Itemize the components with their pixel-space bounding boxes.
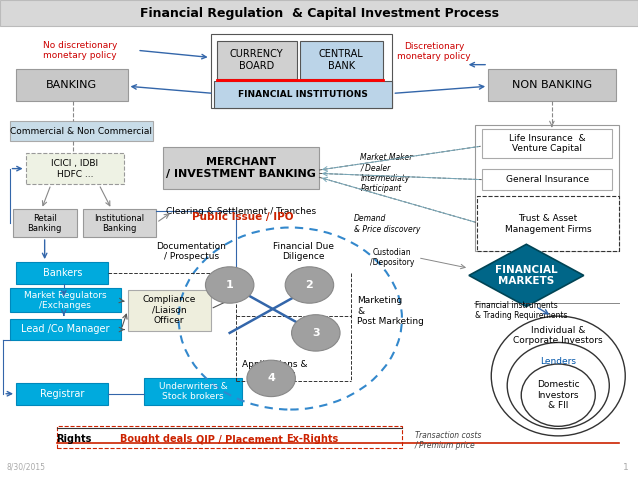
FancyBboxPatch shape [10, 288, 121, 312]
Text: Ex-Rights: Ex-Rights [286, 434, 339, 444]
FancyBboxPatch shape [144, 378, 242, 405]
FancyBboxPatch shape [300, 41, 383, 79]
Text: Compliance
/Liaison
Officer: Compliance /Liaison Officer [142, 295, 196, 325]
Text: 4: 4 [267, 374, 275, 383]
Text: Applications &
Allotment: Applications & Allotment [242, 360, 307, 379]
FancyBboxPatch shape [13, 209, 77, 237]
Ellipse shape [507, 342, 609, 429]
Text: Market Maker
/ Dealer
Intermediaty
Participant: Market Maker / Dealer Intermediaty Parti… [360, 153, 413, 194]
Text: Clearing & Settlement / Tranches: Clearing & Settlement / Tranches [166, 207, 316, 216]
Text: Rights: Rights [56, 434, 91, 444]
Text: Individual &
Corporate Investors: Individual & Corporate Investors [514, 326, 603, 345]
Text: 3: 3 [312, 328, 320, 338]
Text: Demand
& Price discovery: Demand & Price discovery [354, 215, 420, 234]
FancyBboxPatch shape [211, 34, 392, 108]
Text: Marketing
&
Post Marketing: Marketing & Post Marketing [357, 297, 424, 326]
Circle shape [292, 315, 340, 351]
Text: Custodian
/Depository: Custodian /Depository [370, 248, 415, 267]
Text: 1: 1 [623, 463, 628, 471]
FancyBboxPatch shape [217, 41, 297, 79]
FancyBboxPatch shape [83, 209, 156, 237]
FancyBboxPatch shape [214, 81, 392, 108]
Circle shape [285, 267, 334, 303]
Text: QIP / Placement: QIP / Placement [196, 434, 283, 444]
FancyBboxPatch shape [10, 121, 153, 141]
Text: Market Regulators
/Exchanges: Market Regulators /Exchanges [24, 291, 107, 310]
Text: FINANCIAL INSTITUTIONS: FINANCIAL INSTITUTIONS [238, 90, 368, 99]
FancyBboxPatch shape [477, 196, 619, 251]
Ellipse shape [491, 316, 625, 436]
Text: Underwriters &
Stock brokers: Underwriters & Stock brokers [159, 382, 227, 401]
Text: Financial instruments
& Trading Requirements: Financial instruments & Trading Requirem… [475, 301, 568, 320]
FancyBboxPatch shape [16, 69, 128, 101]
Text: ICICI , IDBI
HDFC ...: ICICI , IDBI HDFC ... [52, 159, 98, 179]
Text: Institutional
Banking: Institutional Banking [94, 214, 145, 233]
Text: Public Issue / IPO: Public Issue / IPO [191, 212, 293, 221]
Text: FINANCIAL
MARKETS: FINANCIAL MARKETS [495, 264, 558, 286]
Text: Bought deals: Bought deals [120, 434, 193, 444]
Text: Discretionary
monetary policy: Discretionary monetary policy [397, 42, 471, 61]
FancyBboxPatch shape [475, 125, 619, 251]
Text: 8/30/2015: 8/30/2015 [6, 463, 45, 471]
Polygon shape [469, 244, 584, 307]
FancyBboxPatch shape [0, 0, 638, 26]
FancyBboxPatch shape [482, 169, 612, 190]
Text: Financial Regulation  & Capital Investment Process: Financial Regulation & Capital Investmen… [140, 7, 498, 20]
Text: Retail
Banking: Retail Banking [27, 214, 62, 233]
Text: Documentation
/ Prospectus: Documentation / Prospectus [156, 242, 226, 261]
Text: Domestic
Investors
& FII: Domestic Investors & FII [537, 380, 579, 410]
Text: Transaction costs
/ Premium price: Transaction costs / Premium price [415, 431, 481, 450]
Text: No discretionary
monetary policy: No discretionary monetary policy [43, 41, 117, 60]
Text: General Insurance: General Insurance [505, 175, 589, 184]
Text: Trust & Asset
Management Firms: Trust & Asset Management Firms [505, 214, 591, 234]
Text: 2: 2 [306, 280, 313, 290]
FancyBboxPatch shape [26, 153, 124, 184]
Circle shape [247, 360, 295, 397]
Text: CURRENCY
BOARD: CURRENCY BOARD [230, 49, 284, 71]
Text: BANKING: BANKING [46, 80, 98, 90]
Text: NON BANKING: NON BANKING [512, 80, 592, 90]
FancyBboxPatch shape [163, 147, 319, 189]
FancyBboxPatch shape [128, 290, 211, 331]
Text: Lenders: Lenders [540, 357, 576, 366]
Text: Lead /Co Manager: Lead /Co Manager [21, 324, 110, 334]
FancyBboxPatch shape [16, 262, 108, 284]
FancyBboxPatch shape [482, 129, 612, 158]
Text: CENTRAL
BANK: CENTRAL BANK [319, 49, 364, 71]
Text: Commercial & Non Commercial: Commercial & Non Commercial [10, 127, 152, 136]
Circle shape [205, 267, 254, 303]
Text: Bankers: Bankers [43, 268, 82, 278]
Text: Registrar: Registrar [40, 389, 84, 399]
FancyBboxPatch shape [10, 319, 121, 340]
Text: Financial Due
Diligence: Financial Due Diligence [272, 242, 334, 261]
Ellipse shape [521, 364, 595, 426]
Text: 1: 1 [226, 280, 234, 290]
Text: MERCHANT
/ INVESTMENT BANKING: MERCHANT / INVESTMENT BANKING [166, 157, 316, 179]
FancyBboxPatch shape [488, 69, 616, 101]
Text: Life Insurance  &
Venture Capital: Life Insurance & Venture Capital [508, 134, 586, 153]
FancyBboxPatch shape [16, 383, 108, 405]
